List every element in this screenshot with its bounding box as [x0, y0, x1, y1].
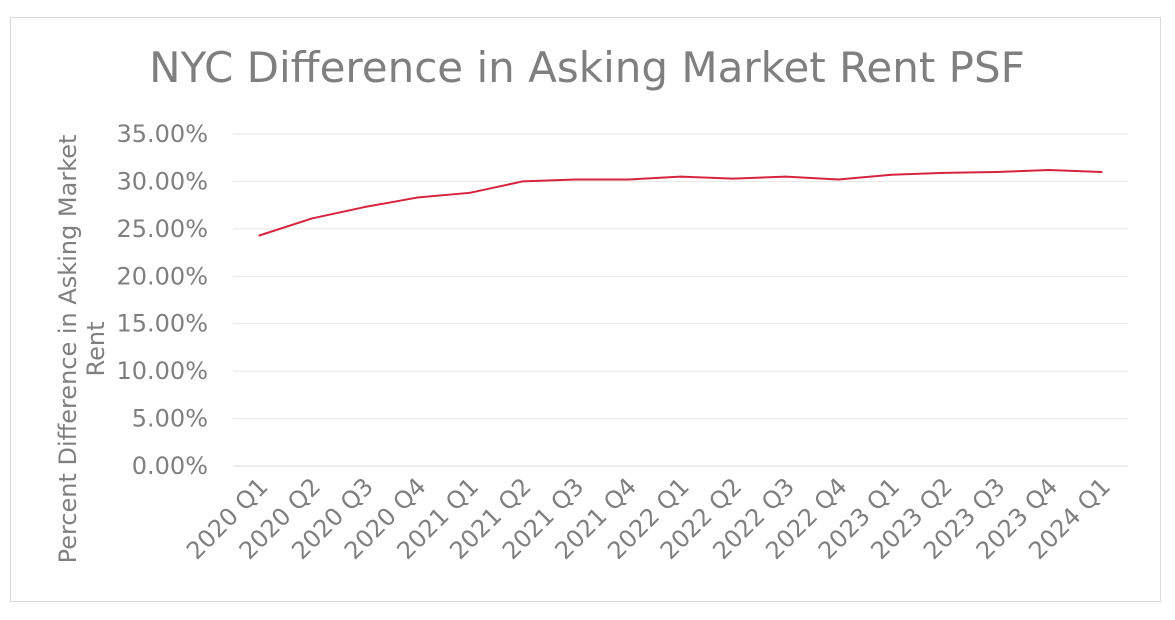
y-tick-label: 15.00%: [116, 310, 208, 338]
data-point: [679, 175, 682, 178]
y-tick-label: 10.00%: [116, 357, 208, 385]
data-point: [732, 177, 735, 180]
y-tick-label: 25.00%: [116, 215, 208, 243]
chart-title: NYC Difference in Asking Market Rent PSF: [149, 43, 1025, 92]
data-point: [363, 206, 366, 209]
data-point: [468, 191, 471, 194]
data-point: [258, 234, 261, 237]
y-tick-label: 35.00%: [116, 120, 208, 148]
y-tick-label: 20.00%: [116, 262, 208, 290]
y-axis-label: Percent Difference in Asking Market: [54, 135, 82, 564]
series-line: [259, 169, 1102, 237]
chart-area: [10, 17, 1161, 602]
data-point: [1100, 170, 1103, 173]
data-point: [995, 170, 998, 173]
y-tick-label: 0.00%: [132, 452, 208, 480]
y-axis-ticks: 0.00% 5.00% 10.00% 15.00% 20.00% 25.00% 30.00%…: [116, 120, 208, 480]
data-point: [1048, 169, 1051, 172]
data-point: [837, 178, 840, 181]
data-point: [890, 173, 893, 176]
data-point: [942, 171, 945, 174]
y-tick-label: 5.00%: [132, 405, 208, 433]
y-axis-label-line2: Rent: [82, 322, 110, 377]
data-point: [416, 196, 419, 199]
y-tick-label: 30.00%: [116, 167, 208, 195]
data-point: [626, 178, 629, 181]
data-point: [310, 217, 313, 220]
gridlines: [233, 133, 1128, 467]
data-point: [784, 175, 787, 178]
series-layer: [258, 169, 1103, 237]
data-point: [574, 178, 577, 181]
data-point: [521, 180, 524, 183]
